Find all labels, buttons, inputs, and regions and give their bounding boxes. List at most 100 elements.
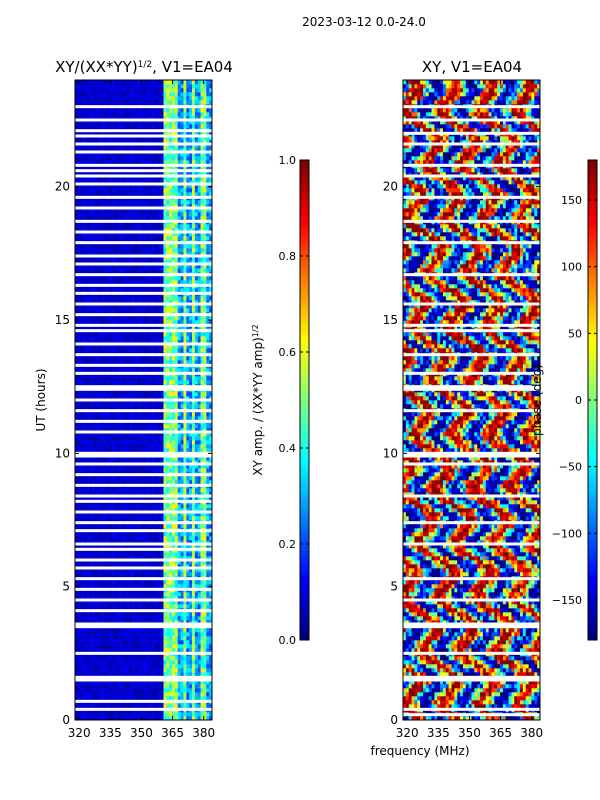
heatmap-cell: [129, 536, 133, 541]
heatmap-cell: [83, 488, 87, 493]
heatmap-cell: [137, 552, 141, 557]
heatmap-cell: [203, 336, 207, 341]
heatmap-cell: [129, 440, 133, 445]
heatmap-cell: [100, 656, 104, 661]
heatmap-cell: [77, 376, 81, 381]
heatmap-cell: [160, 532, 164, 537]
heatmap-cell: [172, 460, 176, 465]
heatmap-cell: [152, 336, 156, 341]
heatmap-cell: [134, 640, 139, 645]
heatmap-cell: [132, 380, 136, 385]
heatmap-cell: [77, 308, 81, 313]
heatmap-cell: [89, 712, 93, 717]
heatmap-cell: [192, 632, 196, 637]
heatmap-cell: [177, 396, 181, 401]
heatmap-cell: [140, 656, 144, 661]
heatmap-cell: [106, 616, 110, 621]
heatmap-cell: [206, 664, 210, 669]
heatmap-cell: [186, 432, 190, 437]
heatmap-cell: [129, 604, 133, 609]
heatmap-cell: [83, 580, 87, 585]
heatmap-cell: [97, 424, 101, 429]
heatmap-cell: [94, 668, 99, 673]
heatmap-cell: [206, 416, 210, 421]
heatmap-cell: [160, 584, 164, 589]
heatmap-cell: [206, 436, 210, 441]
heatmap-cell: [194, 644, 199, 649]
heatmap-cell: [94, 368, 99, 373]
heatmap-cell: [129, 568, 133, 573]
heatmap-cell: [194, 492, 199, 497]
heatmap-cell: [163, 416, 167, 421]
heatmap-cell: [123, 400, 127, 405]
heatmap-cell: [174, 696, 179, 701]
heatmap-cell: [174, 536, 179, 541]
heatmap-cell: [157, 668, 161, 673]
heatmap-cell: [174, 716, 179, 721]
heatmap-cell: [194, 476, 199, 481]
heatmap-cell: [152, 584, 156, 589]
heatmap-cell: [83, 336, 87, 341]
heatmap-cell: [126, 600, 130, 605]
heatmap-cell: [86, 648, 90, 653]
heatmap-cell: [100, 496, 104, 501]
heatmap-cell: [180, 664, 184, 669]
heatmap-cell: [194, 360, 199, 365]
heatmap-cell: [126, 556, 130, 561]
heatmap-cell: [83, 648, 87, 653]
heatmap-cell: [126, 380, 130, 385]
heatmap-cell: [132, 616, 136, 621]
heatmap-cell: [209, 344, 213, 349]
heatmap-cell: [94, 476, 99, 481]
heatmap-cell: [189, 308, 193, 313]
heatmap-cell: [180, 424, 184, 429]
heatmap-cell: [166, 428, 170, 433]
heatmap-cell: [97, 468, 101, 473]
heatmap-cell: [160, 392, 164, 397]
heatmap-cell: [192, 648, 196, 653]
heatmap-cell: [172, 692, 176, 697]
heatmap-cell: [166, 460, 170, 465]
heatmap-cell: [77, 644, 81, 649]
heatmap-cell: [174, 628, 179, 633]
heatmap-cell: [126, 672, 130, 677]
heatmap-cell: [192, 304, 196, 309]
heatmap-cell: [86, 340, 90, 345]
heatmap-cell: [92, 580, 96, 585]
heatmap-cell: [126, 400, 130, 405]
heatmap-cell: [83, 348, 87, 353]
heatmap-cell: [180, 660, 184, 665]
heatmap-cell: [194, 444, 199, 449]
heatmap-cell: [180, 368, 184, 373]
heatmap-cell: [123, 612, 127, 617]
heatmap-cell: [152, 308, 156, 313]
heatmap-cell: [172, 496, 176, 501]
heatmap-cell: [92, 512, 96, 517]
heatmap-cell: [114, 504, 119, 509]
heatmap-cell: [197, 644, 201, 649]
heatmap-cell: [183, 704, 187, 709]
heatmap-cell: [97, 600, 101, 605]
heatmap-cell: [75, 704, 79, 709]
heatmap-cell: [192, 340, 196, 345]
heatmap-cell: [137, 692, 141, 697]
heatmap-cell: [112, 596, 116, 601]
heatmap-cell: [154, 664, 159, 669]
heatmap-cell: [177, 392, 181, 397]
heatmap-cell: [140, 508, 144, 513]
heatmap-cell: [203, 668, 207, 673]
heatmap-cell: [146, 320, 150, 325]
heatmap-cell: [103, 464, 107, 469]
heatmap-cell: [180, 600, 184, 605]
heatmap-cell: [94, 404, 99, 409]
heatmap-cell: [163, 704, 167, 709]
heatmap-cell: [169, 648, 173, 653]
heatmap-cell: [163, 716, 167, 721]
heatmap-cell: [97, 304, 101, 309]
heatmap-cell: [163, 428, 167, 433]
heatmap-cell: [126, 416, 130, 421]
heatmap-cell: [103, 492, 107, 497]
heatmap-cell: [177, 512, 181, 517]
heatmap-cell: [89, 592, 93, 597]
heatmap-cell: [160, 540, 164, 545]
